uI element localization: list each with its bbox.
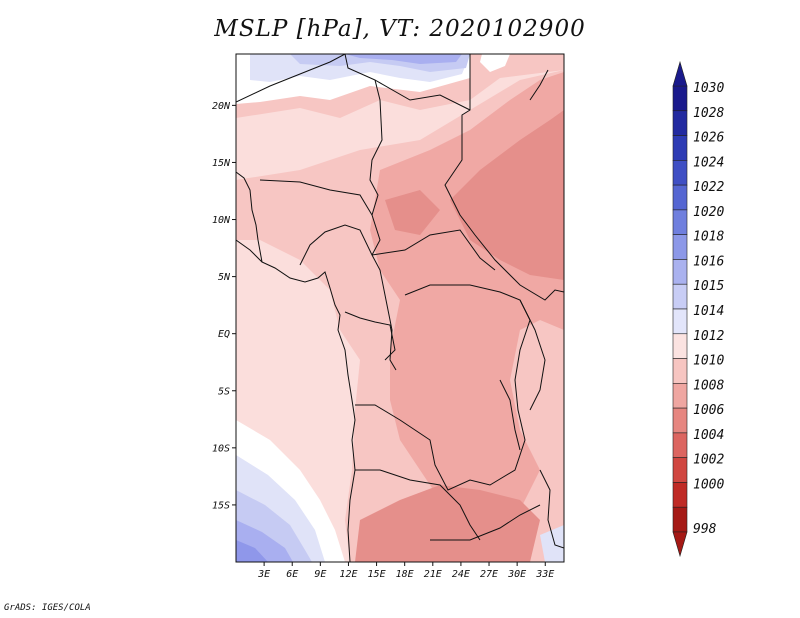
lat-tick-label: EQ <box>218 329 230 340</box>
lake-tanganyika <box>499 379 521 451</box>
west-african-coastline <box>236 171 356 562</box>
lon-tick-label: 12E <box>339 569 357 580</box>
lat-tick-label: 10N <box>212 215 231 226</box>
colorbar-swatch <box>672 407 688 434</box>
map-title: MSLP [hPa], VT: 2020102900 <box>214 16 586 42</box>
colorbar-label: 1012 <box>693 329 724 344</box>
longitude-axis: 3E 6E 9E 12E 15E 18E 21E 24E 27E 30E 33E <box>257 562 554 580</box>
lon-tick-label: 6E <box>286 569 298 580</box>
colorbar-label: 1028 <box>693 106 724 121</box>
border-guinea-coast <box>236 239 263 263</box>
border-cameroon <box>299 224 373 266</box>
colorbar-label: 1004 <box>693 428 724 443</box>
border-mozambique <box>539 469 564 549</box>
colorbar-swatch <box>672 209 688 235</box>
field-1008-northeast <box>450 110 564 280</box>
colorbar-top-arrow <box>672 60 688 87</box>
lon-tick-label: 9E <box>314 569 326 580</box>
colorbar-bottom-arrow <box>672 531 688 558</box>
colorbar-swatch <box>672 85 688 112</box>
lat-tick-label: 5N <box>218 272 231 283</box>
field-1018-north <box>345 54 462 64</box>
lon-tick-label: 18E <box>396 569 414 580</box>
colorbar-swatch <box>672 184 688 211</box>
border-car <box>371 229 496 271</box>
lon-tick-label: 30E <box>507 569 526 580</box>
colorbar-label: 1002 <box>693 453 724 468</box>
lon-tick-label: 27E <box>480 569 498 580</box>
credit-text: GrADS: IGES/COLA <box>4 603 91 613</box>
colorbar-label: 1006 <box>693 403 724 418</box>
border-sudan <box>444 54 564 301</box>
lat-tick-label: 15N <box>212 158 231 169</box>
colorbar-label: 998 <box>693 522 717 537</box>
colorbar-label: 1020 <box>693 205 724 220</box>
lon-tick-label: 15E <box>368 569 386 580</box>
lon-tick-label: 33E <box>535 569 554 580</box>
colorbar-swatch <box>672 383 688 409</box>
lon-tick-label: 21E <box>424 569 442 580</box>
border-niger-nigeria <box>259 179 373 216</box>
field-1008-south <box>355 485 540 562</box>
colorbar-swatch <box>672 506 688 533</box>
border-drc <box>355 284 531 491</box>
colorbar-label: 1022 <box>693 180 724 195</box>
field-1015-southeast <box>540 525 564 562</box>
field-1008-chad <box>385 190 440 235</box>
colorbar-swatch <box>672 283 688 310</box>
colorbar-label: 1015 <box>693 279 724 294</box>
colorbar-swatch <box>672 135 688 161</box>
colorbar-swatch <box>672 234 688 260</box>
lat-tick-label: 10S <box>212 443 230 454</box>
lon-tick-label: 3E <box>257 569 270 580</box>
colorbar-label: 1016 <box>693 254 724 269</box>
map-frame <box>235 53 565 563</box>
colorbar-swatch <box>672 308 688 335</box>
colorbar-label: 1030 <box>693 81 724 96</box>
colorbar-label: 1000 <box>693 477 724 492</box>
border-algeria <box>236 54 346 103</box>
colorbar-swatch <box>672 333 688 359</box>
colorbar-label: 1024 <box>693 155 724 170</box>
colorbar-label: 1008 <box>693 378 724 393</box>
colorbar-swatch <box>672 457 688 483</box>
red-sea-coast <box>529 69 549 101</box>
border-angola-namibia <box>355 469 481 541</box>
colorbar-label: 1026 <box>693 131 724 146</box>
lat-tick-label: 5S <box>218 386 230 397</box>
colorbar-swatch <box>672 110 688 136</box>
colorbar: 1030 1028 1026 1024 1022 1020 1018 1016 1015 1014… <box>672 60 724 558</box>
colorbar-swatch <box>672 432 688 458</box>
colorbar-swatch <box>672 358 688 384</box>
border-congo <box>344 311 396 361</box>
lat-tick-label: 20N <box>212 101 231 112</box>
field-1020-atlantic <box>236 540 268 562</box>
colorbar-swatch <box>672 482 688 508</box>
latitude-axis: 20N 15N 10N 5N EQ 5S 10S 15S <box>212 101 236 511</box>
border-uganda-tanzania <box>519 299 546 411</box>
border-libya-niger <box>374 79 471 111</box>
borders <box>236 54 564 562</box>
colorbar-label: 1014 <box>693 304 724 319</box>
colorbar-label: 1010 <box>693 354 724 369</box>
colorbar-swatch <box>672 160 688 186</box>
lon-tick-label: 24E <box>452 569 470 580</box>
field-1014-northeast <box>480 54 510 72</box>
border-west-central <box>344 54 397 371</box>
pressure-field <box>236 54 564 562</box>
colorbar-label: 1018 <box>693 230 724 245</box>
border-zambia-zimbabwe <box>430 504 541 541</box>
colorbar-swatch <box>672 259 688 285</box>
lat-tick-label: 15S <box>212 500 230 511</box>
